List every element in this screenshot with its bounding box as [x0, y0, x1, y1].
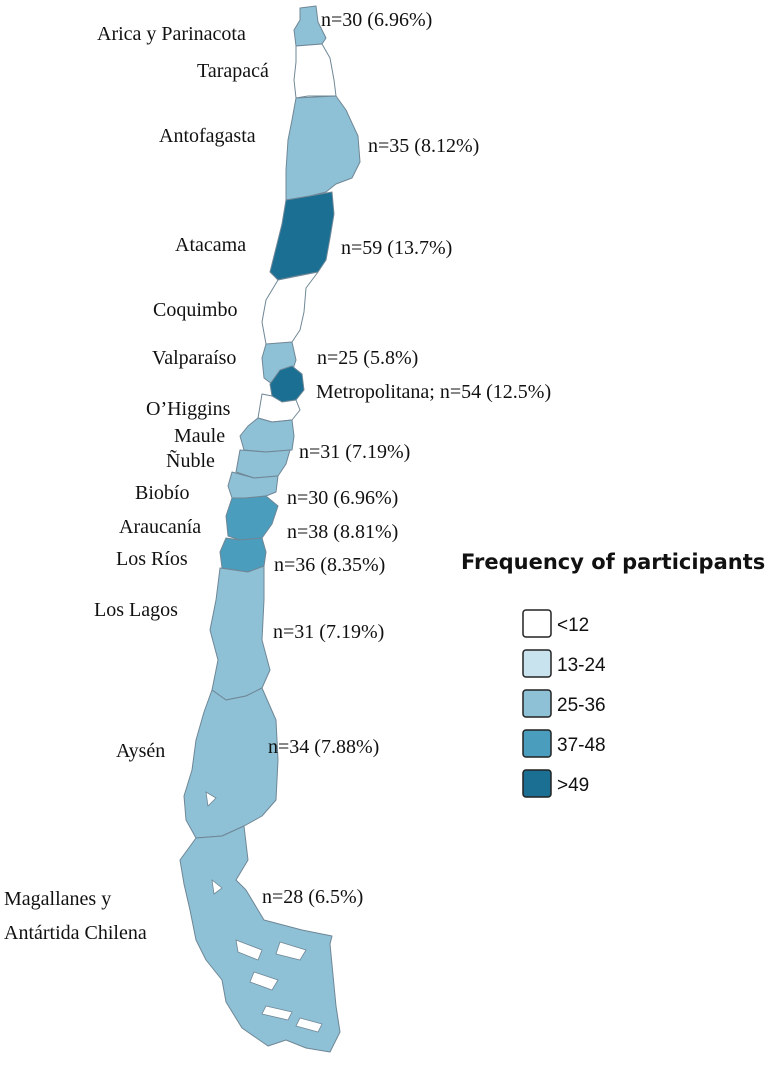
label-coquimbo: Coquimbo — [153, 299, 237, 321]
count-araucania: n=38 (8.81%) — [287, 521, 398, 543]
label-antofagasta: Antofagasta — [159, 125, 256, 147]
count-antofagasta: n=35 (8.12%) — [368, 135, 479, 157]
label-aysen: Aysén — [116, 740, 165, 762]
label-tarapaca: Tarapacá — [197, 60, 269, 82]
legend-label-gt49: >49 — [557, 775, 589, 796]
count-valparaiso: n=25 (5.8%) — [317, 347, 418, 369]
legend-swatch-13-24 — [522, 649, 552, 678]
label-nuble: Ñuble — [166, 448, 215, 472]
label-araucania: Araucanía — [119, 516, 201, 538]
count-atacama: n=59 (13.7%) — [341, 237, 452, 259]
label-magallanes-line1: Magallanes y — [4, 888, 111, 910]
count-maule: n=31 (7.19%) — [299, 441, 410, 463]
region-atacama[interactable] — [269, 191, 335, 281]
legend-label-25-36: 25-36 — [557, 695, 606, 716]
count-los-lagos: n=31 (7.19%) — [273, 621, 384, 643]
legend-label-13-24: 13-24 — [557, 655, 606, 676]
label-los-lagos: Los Lagos — [94, 599, 178, 621]
label-los-rios: Los Ríos — [116, 548, 188, 570]
label-biobio: Biobío — [135, 482, 189, 504]
coast-fjord-holes — [205, 791, 323, 1033]
region-aysen[interactable] — [183, 687, 279, 839]
label-atacama: Atacama — [175, 234, 246, 256]
legend-swatch-25-36 — [522, 689, 552, 718]
label-maule: Maule — [174, 425, 225, 447]
region-maule[interactable] — [239, 417, 295, 453]
region-antofagasta[interactable] — [285, 95, 361, 201]
region-count-labels: n=30 (6.96%) n=35 (8.12%) n=59 (13.7%) n… — [262, 9, 551, 908]
legend-title: Frequency of participants — [461, 550, 765, 574]
legend-swatch-lt12 — [522, 609, 552, 638]
count-aysen: n=34 (7.88%) — [268, 736, 379, 758]
count-magallanes: n=28 (6.5%) — [262, 886, 363, 908]
region-tarapaca[interactable] — [293, 43, 337, 99]
region-los-rios[interactable] — [219, 537, 267, 573]
region-nuble[interactable] — [235, 449, 291, 479]
legend: Frequency of participants <12 13-24 25-3… — [461, 550, 765, 798]
legend-swatch-gt49 — [522, 769, 552, 798]
legend-label-37-48: 37-48 — [557, 735, 606, 756]
count-arica-y-parinacota: n=30 (6.96%) — [321, 9, 432, 31]
region-araucania[interactable] — [225, 495, 279, 541]
region-coquimbo[interactable] — [261, 271, 319, 347]
label-arica-y-parinacota: Arica y Parinacota — [97, 23, 246, 45]
label-ohiggins: O’Higgins — [146, 398, 231, 420]
count-metropolitana: Metropolitana; n=54 (12.5%) — [316, 381, 551, 403]
label-magallanes-line2: Antártida Chilena — [4, 922, 147, 944]
legend-label-lt12: <12 — [557, 615, 589, 636]
count-los-rios: n=36 (8.35%) — [274, 554, 385, 576]
count-biobio: n=30 (6.96%) — [287, 487, 398, 509]
label-valparaiso: Valparaíso — [152, 347, 236, 369]
region-name-labels: Arica y Parinacota Tarapacá Antofagasta … — [4, 23, 269, 944]
region-magallanes[interactable] — [179, 825, 341, 1053]
legend-swatch-37-48 — [522, 729, 552, 758]
region-los-lagos[interactable] — [209, 565, 271, 701]
